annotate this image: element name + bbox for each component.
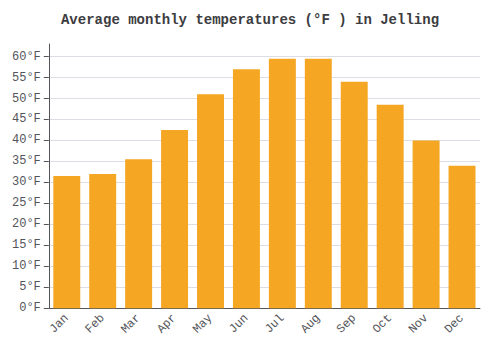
- svg-text:Nov: Nov: [406, 311, 431, 336]
- svg-text:5°F: 5°F: [19, 280, 41, 294]
- svg-text:Oct: Oct: [370, 311, 395, 336]
- svg-text:0°F: 0°F: [19, 301, 41, 315]
- svg-text:Feb: Feb: [82, 311, 107, 336]
- svg-text:15°F: 15°F: [12, 238, 41, 252]
- svg-text:Apr: Apr: [154, 311, 179, 336]
- svg-text:30°F: 30°F: [12, 175, 41, 189]
- svg-text:35°F: 35°F: [12, 154, 41, 168]
- svg-text:Mar: Mar: [118, 311, 143, 336]
- svg-text:50°F: 50°F: [12, 92, 41, 106]
- svg-text:May: May: [190, 311, 215, 336]
- svg-text:Sep: Sep: [334, 311, 359, 336]
- svg-text:Jan: Jan: [47, 311, 72, 336]
- svg-text:20°F: 20°F: [12, 217, 41, 231]
- svg-text:Jun: Jun: [226, 311, 251, 336]
- svg-text:25°F: 25°F: [12, 196, 41, 210]
- svg-text:55°F: 55°F: [12, 71, 41, 85]
- svg-text:60°F: 60°F: [12, 50, 41, 64]
- svg-text:10°F: 10°F: [12, 259, 41, 273]
- svg-text:40°F: 40°F: [12, 133, 41, 147]
- svg-text:Aug: Aug: [298, 311, 323, 336]
- svg-text:Jul: Jul: [262, 311, 287, 336]
- svg-text:Average monthly temperatures (: Average monthly temperatures (°F ) in Je…: [61, 12, 439, 28]
- svg-text:45°F: 45°F: [12, 112, 41, 126]
- svg-text:Dec: Dec: [442, 311, 467, 336]
